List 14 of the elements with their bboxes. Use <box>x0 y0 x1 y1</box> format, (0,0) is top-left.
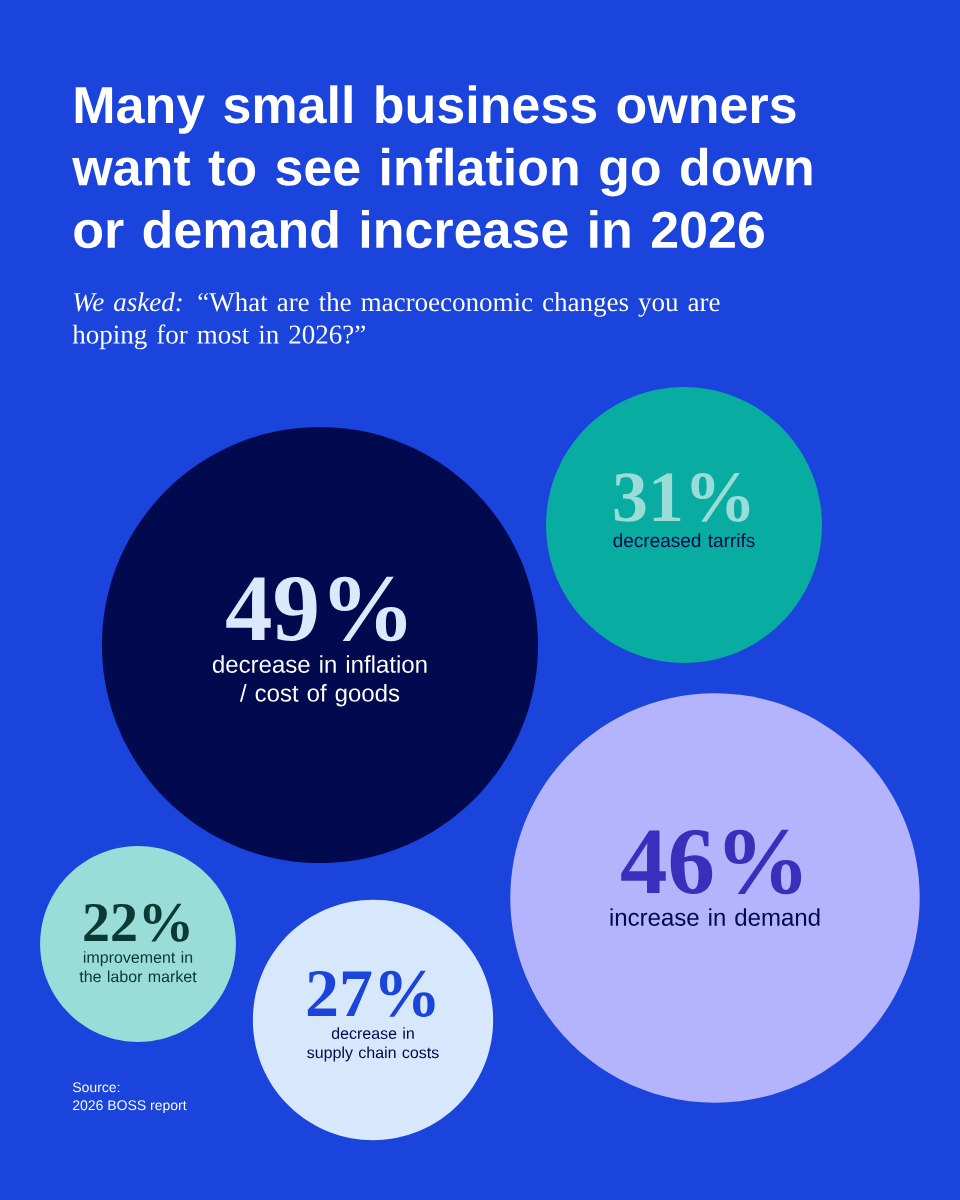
category-label: decrease in supply chain costs <box>307 1027 439 1062</box>
category-label: improvement in the labor market <box>79 951 197 983</box>
data-label: 49% <box>226 576 407 642</box>
category-label: decreased tarrifs <box>613 533 755 548</box>
data-label: 22% <box>84 903 189 942</box>
text: We asked: “What are the macroeconomic changes you are hoping for most in 2026?” <box>72 292 720 350</box>
category-label: decrease in inflation / cost of goods <box>212 655 427 707</box>
source-note: Source: <box>72 1082 120 1093</box>
text: Many small business owners want to see inflation go down or demand increase in 2026 <box>72 85 812 249</box>
data-label: 46% <box>621 829 802 895</box>
category-label: increase in demand <box>610 908 820 926</box>
text: 2026 BOSS report <box>72 1100 187 1113</box>
data-label: 31% <box>614 473 750 522</box>
data-label: 27% <box>307 970 435 1017</box>
